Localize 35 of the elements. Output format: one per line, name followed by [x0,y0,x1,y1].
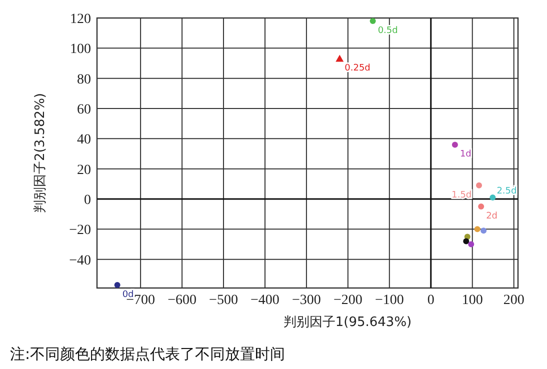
y-axis-title: 判别因子2(3.582%) [33,93,48,213]
y-tick-label: 40 [77,132,91,148]
point [490,194,496,200]
point [463,238,470,244]
x-axis-title: 判别因子1(95.643%) [283,315,412,330]
point [474,226,480,232]
x-tick-label: −300 [292,293,321,308]
series-label: 1d [460,150,472,160]
point [468,241,474,248]
y-tick-label: 0 [84,193,91,208]
point [478,204,484,210]
series-label: 1.5d [452,190,472,200]
y-tick-label: 120 [70,12,91,27]
y-tick-label: 20 [77,162,91,178]
y-tick-label: −40 [69,253,91,268]
x-tick-label: −600 [168,293,196,308]
text: 注:不同颜色的数据点代表了不同放置时间 [10,345,286,363]
x-tick-label: 100 [462,293,483,308]
series-label: 2d [486,212,498,222]
point [114,282,120,288]
y-tick-label: 100 [70,42,91,58]
x-tick-label: −100 [374,293,404,308]
point [336,54,344,62]
point [370,18,376,24]
point [452,142,458,148]
point [476,182,482,188]
y-tick-label: −20 [69,223,91,238]
point [480,228,487,234]
x-tick-label: −200 [333,293,362,308]
y-tick-label: 60 [77,102,91,118]
x-tick-label: −500 [209,293,238,308]
x-tick-label: 0 [427,293,434,308]
y-tick-label: 80 [77,72,91,88]
x-tick-label: −400 [250,293,280,308]
x-tick-label: 200 [503,293,524,308]
